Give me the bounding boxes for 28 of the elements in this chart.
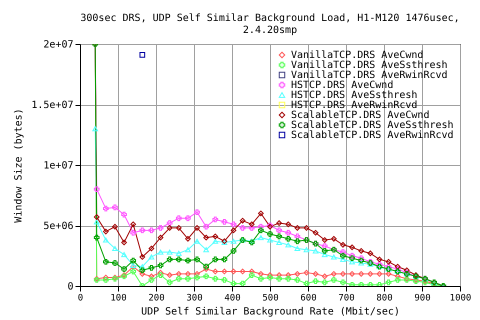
y-axis-title: Window Size (bytes) — [13, 108, 24, 223]
legend-label: VanillaTCP.DRS AveSsthresh — [291, 60, 448, 71]
y-tick-label: 5e+06 — [43, 221, 74, 232]
legend-label: HSTCP.DRS AveCwnd — [291, 80, 394, 91]
y-tick-label: 1.5e+07 — [31, 100, 74, 111]
legend-label: ScalableTCP.DRS AveCwnd — [291, 110, 430, 121]
x-tick-label: 100 — [110, 294, 127, 304]
x-tick-label: 1000 — [450, 294, 472, 304]
legend-label: ScalableTCP.DRS AveSsthresh — [291, 120, 454, 131]
x-tick-label: 700 — [338, 294, 355, 304]
legend-label: HSTCP.DRS AveSsthresh — [291, 90, 418, 101]
legend-label: VanillaTCP.DRS AveCwnd — [291, 50, 424, 61]
x-tick-label: 500 — [262, 294, 279, 304]
y-tick-label: 2e+07 — [43, 40, 74, 50]
legend-label: ScalableTCP.DRS AveRwinRcvd — [291, 130, 454, 141]
x-tick-label: 400 — [224, 294, 241, 304]
y-tick-label: 0 — [67, 282, 74, 292]
legend-label: HSTCP.DRS AveRwinRcvd — [291, 100, 418, 111]
x-tick-label: 900 — [414, 294, 431, 304]
x-tick-label: 200 — [148, 294, 165, 304]
chart-title: 300sec DRS, UDP Self Similar Background Load, H1-M120 1476usec, 2.4.20smp — [80, 13, 460, 36]
x-axis-title: UDP Self Similar Background Rate (Mbit/sec) — [141, 306, 400, 318]
legend-label: VanillaTCP.DRS AveRwinRcvd — [291, 70, 448, 81]
x-tick-label: 600 — [300, 294, 317, 304]
x-tick-label: 300 — [186, 294, 203, 304]
x-tick-label: 0 — [78, 294, 84, 304]
x-tick-label: 800 — [376, 294, 393, 304]
y-tick-label: 1e+07 — [43, 160, 74, 172]
